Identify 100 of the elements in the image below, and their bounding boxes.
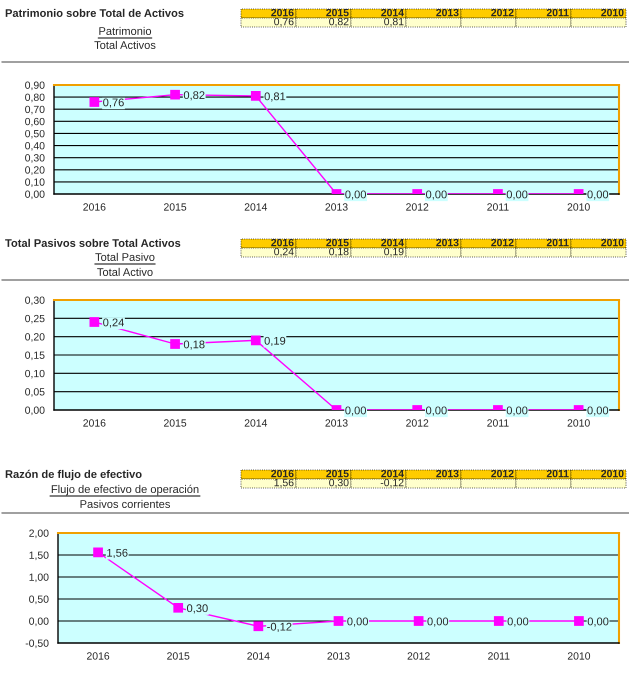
category-label: 2012 bbox=[491, 238, 514, 246]
point bbox=[170, 339, 180, 349]
y-tick-label: 0,30 bbox=[25, 154, 45, 163]
text: 1,56 bbox=[274, 478, 294, 488]
text: 0,30 bbox=[329, 478, 349, 488]
category-label: 2012 bbox=[491, 470, 514, 478]
category-label: 2010 bbox=[601, 470, 624, 478]
x-tick-label: 2010 bbox=[568, 419, 590, 427]
category-label: 2011 bbox=[546, 8, 569, 16]
y-tick-label: 0,10 bbox=[25, 178, 45, 187]
y-tick-label: 1,00 bbox=[29, 574, 49, 582]
y-tick-label: 2,00 bbox=[29, 530, 49, 538]
category-label: 2016 bbox=[271, 8, 294, 16]
category-label: 2010 bbox=[601, 238, 624, 246]
data-label: 0,00 bbox=[426, 406, 447, 416]
data-label: 0,24 bbox=[103, 318, 124, 328]
data-label: 0,81 bbox=[264, 92, 286, 102]
data-label: 1,56 bbox=[107, 548, 128, 558]
data-label: 0,00 bbox=[508, 618, 528, 627]
data-label: 0,18 bbox=[184, 340, 205, 350]
y-tick-label: 0,40 bbox=[25, 142, 45, 151]
data-label: 0,00 bbox=[426, 190, 447, 200]
y-tick-label: 0,50 bbox=[25, 130, 45, 139]
data-label: 0,30 bbox=[186, 604, 208, 614]
text: Total Pasivo bbox=[95, 252, 154, 261]
data-label: 0,82 bbox=[184, 91, 204, 100]
chart-title: Total Pasivos sobre Total Activos bbox=[5, 238, 180, 247]
data-label: 0,00 bbox=[345, 406, 366, 416]
y-tick-label: 0,15 bbox=[25, 352, 45, 360]
text: -0,12 bbox=[380, 478, 404, 488]
text: Pasivos corrientes bbox=[80, 500, 170, 508]
text: 0,19 bbox=[384, 248, 404, 257]
x-tick-label: 2014 bbox=[244, 203, 268, 211]
y-tick-label: 0,10 bbox=[25, 370, 45, 378]
data-label: 0,19 bbox=[264, 336, 286, 346]
category-label: 2010 bbox=[601, 8, 624, 16]
text: 0,24 bbox=[274, 248, 294, 257]
y-tick-label: 0,20 bbox=[25, 166, 45, 175]
text: 0,82 bbox=[329, 18, 348, 27]
category-label: 2014 bbox=[381, 238, 404, 246]
y-tick-label: 0,00 bbox=[25, 190, 45, 200]
category-label: 2016 bbox=[271, 238, 294, 246]
x-tick-label: 2012 bbox=[408, 652, 430, 660]
category-label: 2014 bbox=[381, 8, 404, 16]
category-label: 2013 bbox=[436, 8, 459, 16]
data-label: 0,76 bbox=[103, 98, 124, 108]
category-label: 2013 bbox=[436, 470, 459, 478]
text: 0,81 bbox=[384, 18, 404, 27]
data-label: 0,00 bbox=[506, 406, 528, 416]
category-label: 2013 bbox=[436, 238, 459, 246]
x-tick-label: 2011 bbox=[487, 419, 509, 427]
category-label: 2016 bbox=[271, 470, 294, 478]
x-tick-label: 2015 bbox=[164, 203, 186, 211]
category-label: 2014 bbox=[381, 470, 404, 478]
y-tick-label: 0,60 bbox=[25, 118, 45, 126]
y-tick-label: 0,50 bbox=[29, 596, 49, 604]
x-tick-label: 2014 bbox=[247, 652, 270, 660]
x-tick-label: 2016 bbox=[87, 652, 110, 660]
x-tick-label: 2013 bbox=[327, 652, 350, 660]
point bbox=[173, 602, 184, 613]
chart-title: Razón de flujo de efectivo bbox=[6, 470, 142, 480]
data-label: 0,00 bbox=[588, 618, 608, 627]
text: 0,76 bbox=[274, 18, 294, 27]
y-tick-label: 0,05 bbox=[25, 388, 45, 397]
text: Flujo de efectivo de operación bbox=[52, 484, 198, 496]
category-label: 2015 bbox=[326, 8, 349, 16]
y-tick-label: 0,80 bbox=[25, 94, 45, 102]
category-label: 2011 bbox=[546, 470, 569, 478]
data-label: 0,00 bbox=[587, 406, 608, 416]
point bbox=[250, 335, 261, 346]
data-label: -0,12 bbox=[267, 622, 292, 632]
data-label: 0,00 bbox=[506, 190, 528, 200]
x-tick-label: 2015 bbox=[164, 419, 186, 427]
data-label: 0,00 bbox=[345, 190, 366, 200]
x-tick-label: 2012 bbox=[406, 419, 428, 427]
category-label: 2012 bbox=[491, 8, 514, 16]
y-tick-label: 0,00 bbox=[25, 406, 45, 416]
x-tick-label: 2013 bbox=[325, 419, 348, 427]
text: Patrimonio bbox=[99, 26, 152, 35]
x-tick-label: 2011 bbox=[488, 652, 510, 660]
data-label: 0,00 bbox=[587, 190, 608, 200]
x-tick-label: 2016 bbox=[83, 203, 106, 211]
data-label: 0,00 bbox=[347, 618, 368, 627]
x-tick-label: 2013 bbox=[325, 203, 348, 211]
chart-title: Patrimonio sobre Total de Activos bbox=[6, 8, 184, 17]
x-tick-label: 2016 bbox=[83, 419, 106, 427]
text: 0,18 bbox=[329, 248, 349, 257]
y-tick-label: 0,30 bbox=[25, 296, 45, 306]
x-tick-label: 2011 bbox=[487, 203, 509, 211]
y-tick-label: -0,50 bbox=[26, 640, 49, 648]
x-tick-label: 2010 bbox=[568, 652, 590, 660]
y-tick-label: 0,25 bbox=[25, 314, 45, 324]
data-label: 0,00 bbox=[427, 618, 448, 627]
x-tick-label: 2014 bbox=[244, 419, 268, 427]
y-tick-label: 1,50 bbox=[29, 552, 49, 560]
point bbox=[494, 616, 504, 626]
point bbox=[89, 317, 100, 327]
point bbox=[334, 616, 344, 626]
y-tick-label: 0,20 bbox=[25, 333, 45, 342]
point bbox=[253, 621, 264, 632]
